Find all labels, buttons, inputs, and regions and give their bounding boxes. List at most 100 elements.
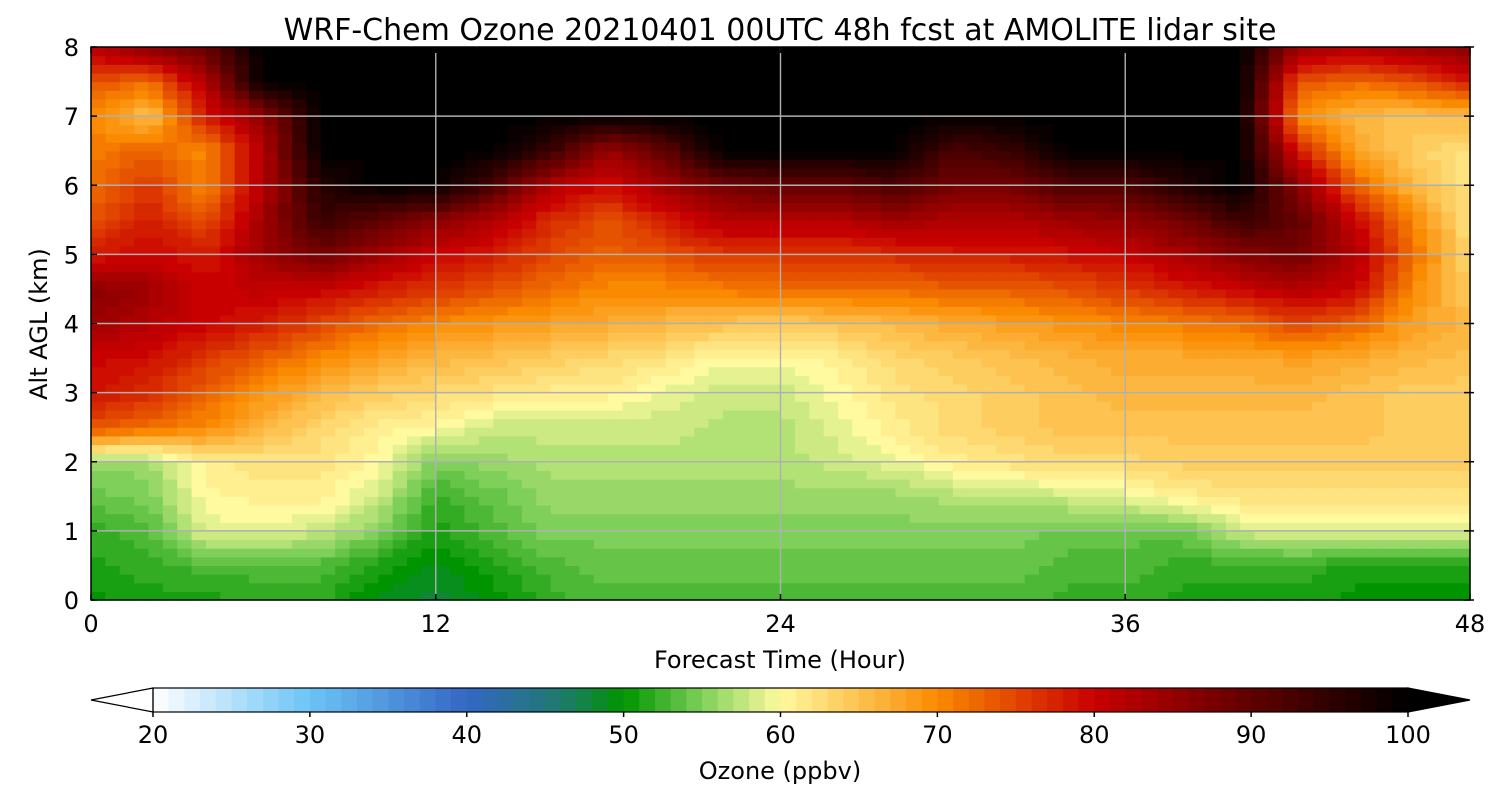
heatmap-cell: [636, 306, 652, 316]
heatmap-cell: [1412, 556, 1428, 567]
heatmap-cell: [1197, 401, 1213, 411]
heatmap-cell: [679, 444, 695, 454]
heatmap-cell: [881, 522, 897, 532]
heatmap-cell: [622, 444, 638, 454]
heatmap-cell: [464, 332, 480, 342]
heatmap-cell: [766, 513, 782, 523]
heatmap-cell: [981, 496, 997, 506]
heatmap-cell: [852, 504, 868, 515]
heatmap-cell: [191, 565, 207, 575]
heatmap-cell: [823, 574, 839, 584]
heatmap-cell: [938, 366, 954, 376]
heatmap-cell: [924, 548, 940, 558]
heatmap-cell: [1455, 150, 1471, 160]
heatmap-cell: [435, 176, 451, 186]
heatmap-cell: [306, 479, 322, 489]
heatmap-cell: [995, 383, 1011, 394]
heatmap-cell: [981, 539, 997, 549]
heatmap-cell: [277, 228, 293, 238]
heatmap-cell: [249, 366, 264, 376]
heatmap-cell: [306, 522, 322, 532]
heatmap-cell: [105, 470, 121, 480]
heatmap-cell: [895, 263, 911, 273]
heatmap-cell: [407, 383, 422, 394]
heatmap-cell: [794, 539, 810, 549]
heatmap-cell: [1355, 323, 1371, 333]
heatmap-cell: [1082, 150, 1098, 160]
heatmap-cell: [335, 383, 351, 394]
heatmap-cell: [909, 418, 925, 428]
heatmap-cell: [407, 427, 422, 437]
heatmap-cell: [723, 202, 738, 212]
heatmap-cell: [407, 358, 422, 368]
heatmap-cell: [1268, 513, 1284, 523]
heatmap-cell: [651, 176, 667, 186]
heatmap-cell: [435, 574, 451, 584]
heatmap-cell: [320, 340, 336, 351]
heatmap-cell: [335, 479, 351, 489]
heatmap-cell: [234, 409, 250, 420]
heatmap-cell: [981, 349, 997, 359]
heatmap-cell: [981, 340, 997, 351]
heatmap-cell: [450, 219, 466, 230]
heatmap-cell: [665, 401, 681, 411]
heatmap-cell: [493, 340, 509, 351]
heatmap-cell: [636, 366, 652, 376]
heatmap-cell: [751, 401, 767, 411]
heatmap-cell: [1082, 176, 1098, 186]
heatmap-cell: [852, 228, 868, 238]
heatmap-cell: [435, 444, 451, 454]
heatmap-cell: [1326, 167, 1342, 178]
heatmap-cell: [1197, 565, 1213, 575]
heatmap-cell: [1412, 427, 1428, 437]
heatmap-cell: [1240, 358, 1256, 368]
heatmap-cell: [1110, 228, 1126, 238]
heatmap-cell: [579, 496, 595, 506]
heatmap-cell: [1024, 418, 1040, 428]
heatmap-cell: [1441, 444, 1457, 454]
heatmap-cell: [1412, 193, 1428, 204]
heatmap-cell: [177, 237, 193, 247]
heatmap-cell: [292, 539, 308, 549]
heatmap-cell: [1283, 271, 1299, 281]
heatmap-cell: [1225, 358, 1241, 368]
heatmap-cell: [1024, 427, 1040, 437]
heatmap-cell: [1240, 254, 1256, 264]
heatmap-cell: [392, 427, 408, 437]
heatmap-cell: [1010, 401, 1026, 411]
heatmap-cell: [1096, 340, 1112, 351]
heatmap-cell: [751, 306, 767, 316]
heatmap-cell: [435, 167, 451, 178]
heatmap-cell: [679, 176, 695, 186]
heatmap-cell: [91, 574, 106, 584]
heatmap-cell: [967, 332, 983, 342]
heatmap-cell: [263, 271, 279, 281]
heatmap-cell: [766, 453, 782, 463]
heatmap-cell: [780, 332, 796, 342]
heatmap-cell: [363, 461, 379, 471]
heatmap-cell: [320, 435, 336, 446]
heatmap-cell: [766, 306, 782, 316]
heatmap-cell: [1153, 427, 1169, 437]
heatmap-cell: [134, 176, 150, 186]
heatmap-cell: [1412, 392, 1428, 402]
heatmap-cell: [1383, 401, 1399, 411]
heatmap-cell: [1297, 358, 1313, 368]
heatmap-cell: [651, 280, 667, 290]
heatmap-cell: [306, 427, 322, 437]
heatmap-cell: [1426, 504, 1442, 515]
heatmap-cell: [1283, 513, 1299, 523]
heatmap-cell: [565, 176, 580, 186]
heatmap-cell: [507, 245, 523, 255]
heatmap-cell: [1053, 185, 1069, 195]
heatmap-cell: [1067, 548, 1083, 558]
heatmap-cell: [1225, 539, 1241, 549]
heatmap-cell: [924, 513, 940, 523]
heatmap-cell: [1441, 427, 1457, 437]
heatmap-cell: [938, 202, 954, 212]
heatmap-cell: [392, 574, 408, 584]
heatmap-cell: [1082, 556, 1098, 567]
heatmap-cell: [191, 435, 207, 446]
heatmap-cell: [909, 435, 925, 446]
heatmap-cell: [679, 582, 695, 592]
